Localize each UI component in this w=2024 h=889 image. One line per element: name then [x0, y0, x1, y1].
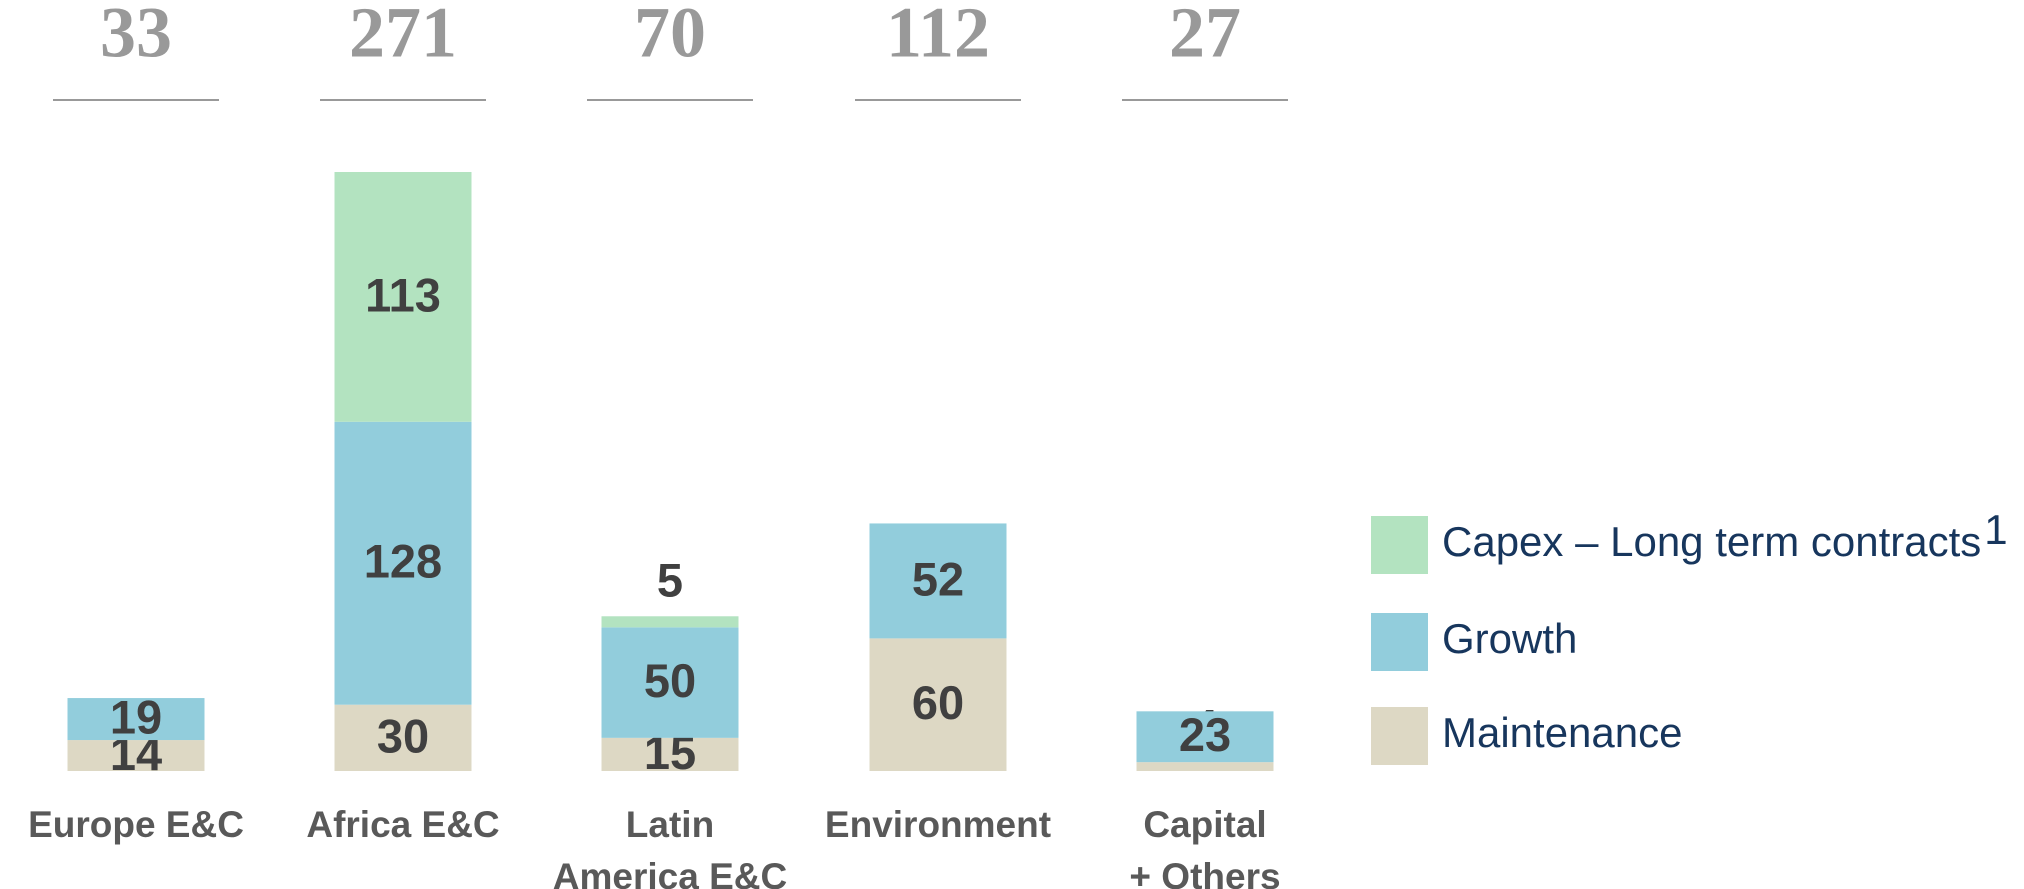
legend-label: Capex – Long term contracts — [1442, 518, 1981, 565]
bar-segment — [601, 627, 739, 738]
legend-footnote: 1 — [1984, 506, 2007, 553]
x-tick-label: Africa E&C — [306, 804, 499, 845]
x-tick-label: Capital + Others — [1129, 804, 1280, 889]
data-label: 5 — [657, 554, 683, 607]
total-label: 112 — [886, 0, 990, 73]
bar-segment — [334, 704, 472, 771]
bar-segment — [601, 737, 739, 771]
data-label: 23 — [1179, 708, 1231, 761]
x-tick-label: Environment — [825, 804, 1051, 845]
legend-swatch — [1371, 707, 1428, 765]
data-label: 50 — [644, 654, 696, 707]
data-label: 128 — [364, 535, 442, 588]
total-label: 271 — [349, 0, 457, 73]
bar-segment — [869, 523, 1007, 639]
total-label: 70 — [634, 0, 706, 73]
data-label: 52 — [912, 552, 964, 605]
legend-label: Maintenance — [1442, 709, 1683, 756]
bar-segment — [601, 616, 739, 628]
data-label: 113 — [365, 268, 441, 321]
bar-segment — [869, 638, 1007, 771]
bar-segment — [334, 421, 472, 705]
bar-segment — [334, 172, 472, 422]
legend-swatch — [1371, 613, 1428, 671]
x-tick-label: Europe E&C — [28, 804, 244, 845]
bar-segment — [1136, 762, 1274, 771]
legend-swatch — [1371, 516, 1428, 574]
bar-segment — [67, 698, 205, 741]
total-label: 33 — [100, 0, 172, 73]
legend-label: Growth — [1442, 615, 1577, 662]
data-label: 19 — [110, 690, 162, 743]
total-label: 27 — [1169, 0, 1241, 73]
bar-segment — [67, 740, 205, 771]
data-label: 60 — [912, 676, 964, 729]
data-label: 30 — [377, 709, 429, 762]
x-tick-label: Latin America E&C — [553, 804, 787, 889]
bar-segment — [1136, 711, 1274, 763]
